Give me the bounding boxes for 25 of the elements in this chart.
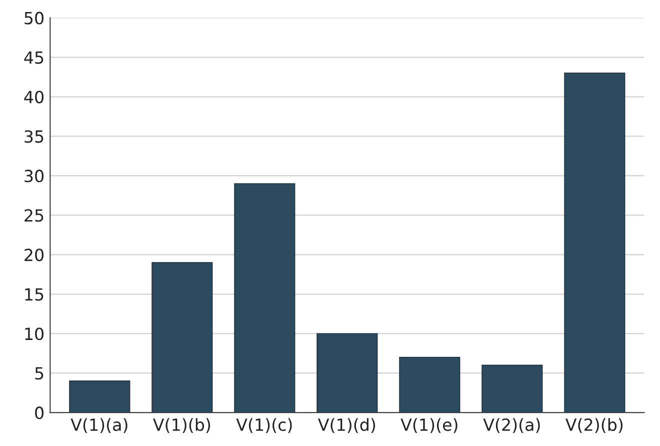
bar <box>234 183 296 413</box>
y-tick-label: 40 <box>24 90 44 104</box>
bar <box>69 380 130 413</box>
x-tick-label: V(1)(e) <box>400 418 458 433</box>
x-tick-label: V(1)(d) <box>318 418 376 433</box>
y-tick-label: 25 <box>24 209 44 222</box>
y-tick-label: 5 <box>35 367 44 380</box>
y-tick-label: 30 <box>24 170 44 182</box>
x-tick-label: V(1)(a) <box>70 418 128 433</box>
y-tick-label: 50 <box>24 12 44 24</box>
bar <box>152 262 213 413</box>
bar <box>482 364 543 413</box>
x-tick-label: V(1)(b) <box>152 418 210 433</box>
y-tick-label: 20 <box>24 248 44 262</box>
bar <box>564 72 626 413</box>
x-tick-label: V(1)(c) <box>236 418 292 433</box>
y-tick-label: 15 <box>25 288 44 301</box>
bar <box>399 356 460 413</box>
y-tick-label: 10 <box>25 328 44 340</box>
x-tick-label: V(2)(a) <box>483 418 540 433</box>
y-tick-label: 35 <box>24 130 44 143</box>
bar <box>316 333 378 413</box>
y-tick-label: 45 <box>24 51 44 64</box>
y-tick-label: 0 <box>35 406 44 420</box>
x-tick-label: V(2)(b) <box>565 418 623 433</box>
